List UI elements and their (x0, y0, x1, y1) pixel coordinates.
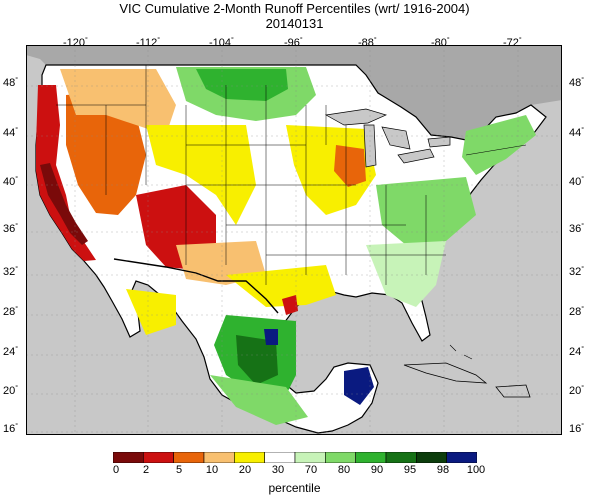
legend-swatch (143, 452, 174, 463)
lat-tick-label-left: 48° (3, 77, 19, 89)
legend-swatch (446, 452, 477, 463)
bahamas (449, 344, 473, 360)
lat-tick-label-left: 44° (3, 127, 19, 139)
patch-mexico-north-yellow (126, 289, 176, 335)
percentile-legend (113, 452, 477, 463)
lat-tick-label-right: 32° (569, 266, 585, 278)
us-mexico-border (113, 258, 279, 314)
legend-label: 100 (466, 464, 486, 476)
legend-swatch (325, 452, 356, 463)
map-frame (26, 45, 562, 435)
legend-title: percentile (268, 481, 321, 495)
legend-label: 90 (370, 464, 384, 476)
lat-tick-label-right: 24° (569, 346, 585, 358)
canada-landmass (26, 45, 562, 140)
map-date: 20140131 (265, 16, 324, 31)
lake-erie (397, 148, 435, 164)
patch-northeast-green (462, 115, 536, 175)
legend-swatch (294, 452, 326, 463)
legend-label: 80 (337, 464, 351, 476)
lat-tick-label-left: 24° (3, 346, 19, 358)
legend-swatch (416, 452, 447, 463)
lat-tick-label-right: 20° (569, 385, 585, 397)
lat-tick-label-left: 36° (3, 223, 19, 235)
legend-label: 2 (142, 464, 150, 476)
legend-label: 0 (112, 464, 120, 476)
legend-color-bar (113, 452, 477, 463)
lat-tick-label-left: 28° (3, 306, 19, 318)
legend-swatch (355, 452, 387, 463)
patch-mexico-wet-blue (264, 329, 278, 345)
legend-swatch (234, 452, 265, 463)
patch-texas-yellow (226, 265, 336, 307)
patch-mexico-south-light (210, 375, 308, 425)
legend-label: 70 (304, 464, 318, 476)
patch-west-coast-dry (36, 85, 96, 261)
patch-illinois (334, 145, 366, 187)
legend-label: 30 (271, 464, 285, 476)
legend-swatch (385, 452, 417, 463)
runoff-percentile-map (26, 45, 562, 435)
legend-label: 5 (175, 464, 183, 476)
lat-tick-label-right: 28° (569, 306, 585, 318)
lat-tick-label-left: 20° (3, 385, 19, 397)
legend-label: 10 (205, 464, 219, 476)
lake-ontario (427, 136, 451, 148)
lat-tick-label-right: 44° (569, 127, 585, 139)
lat-tick-label-right: 48° (569, 77, 585, 89)
map-canvas (26, 45, 562, 435)
legend-label: 20 (238, 464, 252, 476)
patch-rockies-yellow (146, 125, 256, 225)
legend-swatch (203, 452, 235, 463)
patch-california-extreme (40, 163, 88, 245)
patch-mexico-dark-green (236, 335, 278, 385)
map-title: VIC Cumulative 2-Month Runoff Percentile… (119, 1, 470, 16)
legend-swatch (264, 452, 296, 463)
legend-label: 95 (403, 464, 417, 476)
patch-northwest-tan (60, 69, 176, 135)
patch-dakotas-green (196, 69, 288, 101)
lat-tick-label-left: 40° (3, 176, 19, 188)
cuba (403, 362, 488, 384)
lat-tick-label-right: 40° (569, 176, 585, 188)
patch-texas-gulf-red (282, 295, 298, 315)
graticule (26, 45, 562, 435)
legend-label: 98 (436, 464, 450, 476)
lat-tick-label-right: 16° (569, 423, 585, 435)
patch-yucatan-blue (344, 367, 374, 405)
lake-superior (324, 108, 388, 126)
lat-tick-label-right: 36° (569, 223, 585, 235)
lat-tick-label-left: 32° (3, 266, 19, 278)
legend-swatch (173, 452, 205, 463)
lat-tick-label-left: 16° (3, 423, 19, 435)
lake-huron (381, 126, 411, 150)
legend-swatch (113, 452, 144, 463)
